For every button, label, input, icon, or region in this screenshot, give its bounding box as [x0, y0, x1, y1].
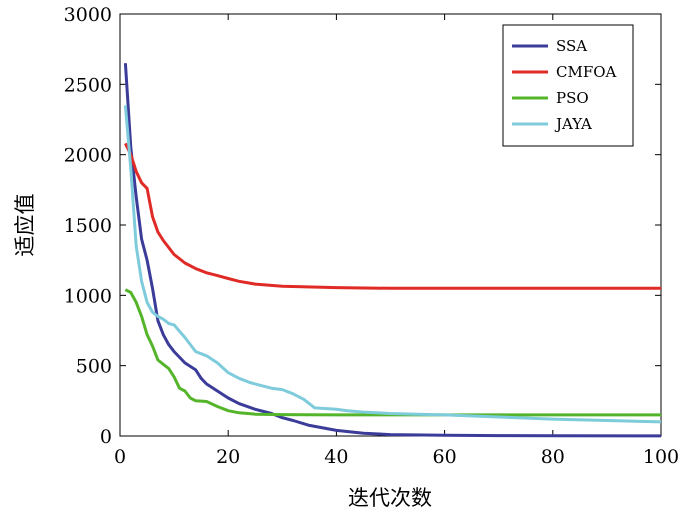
y-tick-label: 1000	[64, 285, 112, 307]
series-lines	[123, 63, 662, 438]
y-tick-label: 1500	[64, 215, 112, 237]
x-tick-label: 0	[114, 446, 126, 468]
legend-label-ssa: SSA	[556, 37, 587, 55]
x-tick-label: 100	[643, 446, 679, 468]
x-tick-label: 60	[433, 446, 457, 468]
legend: SSA CMFOA PSO JAYA	[502, 24, 634, 147]
legend-label-jaya: JAYA	[554, 115, 592, 133]
y-tick-label: 500	[76, 356, 112, 378]
x-axis-title: 迭代次数	[348, 486, 432, 510]
y-axis-title: 适应值	[13, 194, 37, 257]
legend-label-pso: PSO	[556, 89, 589, 107]
y-tick-label: 2500	[64, 74, 112, 96]
legend-label-cmfoa: CMFOA	[556, 63, 617, 81]
series-line-ssa	[123, 63, 662, 438]
y-tick-label: 3000	[64, 4, 112, 26]
y-tick-label: 2000	[64, 145, 112, 167]
y-axis: 0 500 1000 1500 2000 2500 3000	[64, 4, 661, 448]
series-line-jaya	[123, 105, 662, 424]
series-line-cmfoa	[124, 142, 661, 290]
x-tick-label: 20	[216, 446, 240, 468]
y-tick-label: 0	[100, 426, 112, 448]
x-tick-label: 80	[541, 446, 565, 468]
series-line-pso	[124, 288, 661, 417]
x-tick-label: 40	[324, 446, 348, 468]
